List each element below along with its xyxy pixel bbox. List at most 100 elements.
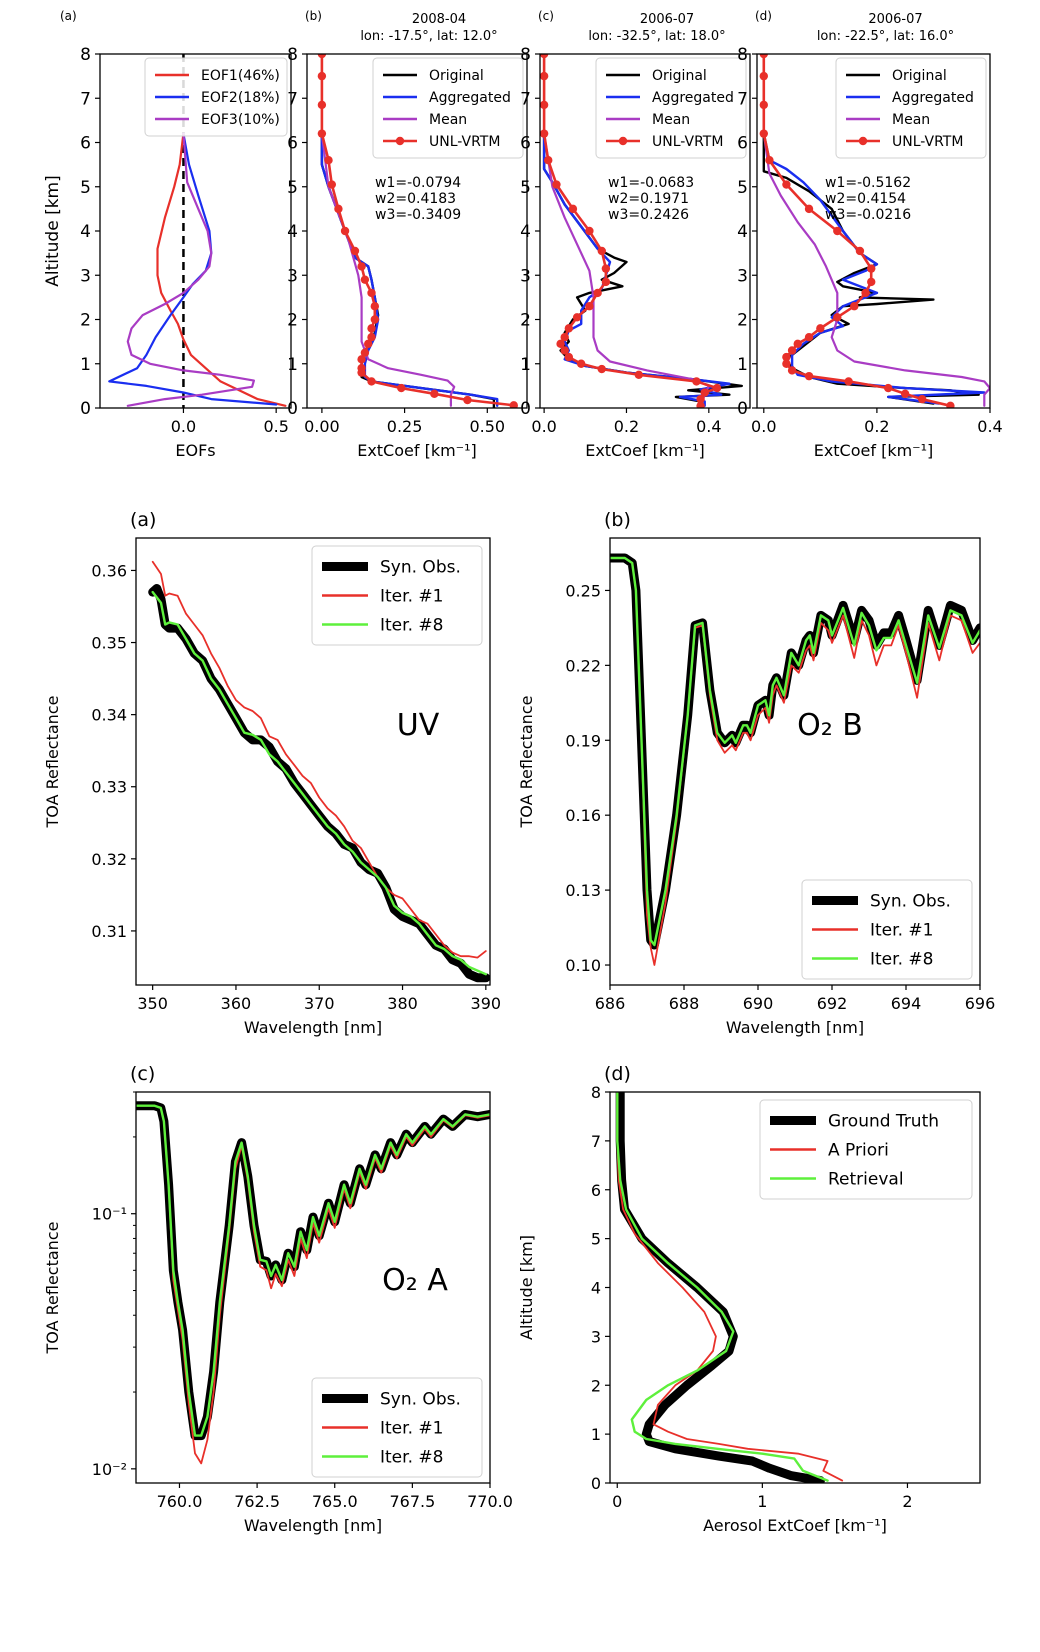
data-point-marker bbox=[364, 339, 373, 349]
chart-uv: 350 360 370 380 390 0.31 0.32 0.33 0.34 0.35 0.36 W… bbox=[43, 509, 501, 1037]
y-tick-label: 7 bbox=[591, 1132, 601, 1151]
legend-label: Syn. Obs. bbox=[380, 1390, 461, 1410]
y-tick-label: 0 bbox=[80, 399, 91, 419]
y-axis-label: TOA Reflectance bbox=[517, 696, 536, 829]
legend-item: Ground Truth bbox=[770, 1112, 939, 1132]
y-tick-label: 4 bbox=[591, 1279, 601, 1298]
panel-label: (a) bbox=[130, 509, 156, 531]
y-axis-label: Altitude [km] bbox=[43, 175, 63, 287]
data-point-marker bbox=[556, 339, 565, 349]
x-tick-label: 390 bbox=[471, 994, 502, 1013]
x-tick-label: 0.25 bbox=[387, 417, 423, 436]
data-point-marker bbox=[360, 275, 370, 284]
data-point-marker bbox=[759, 71, 768, 81]
chart-case_d: 0.0 0.2 0.4 0 1 2 3 4 5 6 7 8 ExtCoef [km⁻¹] (d) 2006-… bbox=[737, 9, 1003, 460]
legend-item: Original bbox=[606, 68, 707, 84]
data-point-marker bbox=[334, 204, 343, 214]
y-tick-label: 5 bbox=[737, 178, 748, 198]
data-point-marker bbox=[793, 339, 802, 349]
data-point-marker bbox=[917, 394, 927, 404]
x-axis-label: Wavelength [nm] bbox=[244, 1018, 382, 1037]
panel-label: (c) bbox=[130, 1063, 155, 1085]
chart-o2a: 760.0 762.5 765.0 767.5 770.0 10⁻² 10⁻¹ Wavelen… bbox=[43, 1063, 513, 1535]
data-point-marker bbox=[759, 100, 768, 110]
data-point-marker bbox=[367, 288, 376, 298]
data-point-marker bbox=[782, 352, 791, 362]
y-tick-label: 2 bbox=[591, 1376, 601, 1395]
data-point-marker bbox=[576, 359, 586, 368]
data-point-marker bbox=[867, 277, 876, 287]
data-point-marker bbox=[782, 180, 791, 189]
data-point-marker bbox=[367, 324, 376, 333]
y-tick-label: 0.33 bbox=[91, 778, 127, 797]
x-tick-label: 0.00 bbox=[304, 417, 340, 436]
x-axis-label: ExtCoef [km⁻¹] bbox=[814, 441, 934, 460]
y-tick-label: 3 bbox=[737, 266, 748, 286]
x-axis-label: Wavelength [nm] bbox=[726, 1018, 864, 1037]
chart-subtitle: lon: -17.5°, lat: 12.0° bbox=[360, 29, 497, 44]
legend-item: Original bbox=[383, 68, 484, 84]
y-tick-label: 6 bbox=[80, 134, 91, 154]
x-tick-label: 0.50 bbox=[469, 417, 505, 436]
chart-title: 2008-04 bbox=[412, 12, 466, 27]
legend-label: UNL-VRTM bbox=[429, 134, 500, 150]
data-point-marker bbox=[855, 246, 865, 256]
y-tick-label: 1 bbox=[591, 1425, 601, 1444]
y-tick-label: 0.25 bbox=[565, 581, 601, 600]
legend-label: EOF2(18%) bbox=[201, 90, 280, 106]
data-point-marker bbox=[601, 264, 611, 273]
legend-item: Mean bbox=[846, 112, 930, 128]
x-tick-label: 0.4 bbox=[977, 417, 1002, 436]
data-point-marker bbox=[844, 377, 853, 386]
data-point-marker bbox=[804, 333, 814, 342]
y-axis-label: TOA Reflectance bbox=[43, 1222, 62, 1355]
data-point-marker bbox=[816, 324, 825, 333]
y-tick-label: 6 bbox=[287, 134, 298, 154]
legend-item: Aggregated bbox=[606, 90, 734, 106]
x-tick-label: 0.5 bbox=[263, 417, 288, 436]
chart-o2b: 686 688 690 692 694 696 0.10 0.13 0.16 0.19 0.22 0.… bbox=[517, 509, 995, 1037]
data-point-marker bbox=[540, 100, 549, 110]
y-tick-label: 10⁻¹ bbox=[92, 1205, 127, 1224]
legend-label: Mean bbox=[429, 112, 467, 128]
data-point-marker bbox=[585, 302, 594, 311]
data-point-marker bbox=[564, 324, 574, 333]
series-line-retrieval bbox=[616, 1092, 829, 1482]
y-tick-label: 4 bbox=[737, 222, 748, 242]
x-tick-label: 1 bbox=[757, 1492, 767, 1511]
y-tick-label: 4 bbox=[80, 222, 91, 242]
legend-label: Iter. #8 bbox=[870, 950, 933, 970]
chart-subtitle: lon: -22.5°, lat: 16.0° bbox=[817, 29, 954, 44]
x-tick-label: 686 bbox=[595, 994, 626, 1013]
data-point-marker bbox=[597, 364, 606, 374]
x-tick-label: 0.2 bbox=[614, 417, 639, 436]
inset-label: O₂ A bbox=[382, 1263, 448, 1298]
legend-item: Iter. #1 bbox=[812, 921, 933, 941]
data-point-marker bbox=[900, 389, 910, 399]
panel-label: (d) bbox=[755, 9, 772, 23]
series-line-iter-8 bbox=[136, 1104, 490, 1437]
data-point-marker bbox=[585, 226, 594, 236]
legend-label: Original bbox=[892, 68, 947, 84]
y-tick-label: 0.10 bbox=[565, 956, 601, 975]
x-tick-label: 380 bbox=[387, 994, 418, 1013]
chart-profile: 0 1 2 0 1 2 3 4 5 6 7 8 Aerosol ExtCoef [km⁻¹] Altitu… bbox=[517, 1063, 981, 1535]
data-point-marker bbox=[759, 54, 768, 59]
series-line-mean bbox=[762, 132, 990, 407]
chart-title: 2006-07 bbox=[868, 12, 922, 27]
y-tick-label: 0.34 bbox=[91, 706, 127, 725]
legend-label: Ground Truth bbox=[828, 1112, 939, 1132]
legend: Syn. Obs. Iter. #1 Iter. #8 bbox=[801, 879, 973, 980]
data-point-marker bbox=[804, 204, 814, 214]
data-point-marker bbox=[317, 100, 327, 110]
y-tick-label: 2 bbox=[287, 311, 298, 331]
y-tick-label: 8 bbox=[520, 45, 531, 65]
y-tick-label: 3 bbox=[591, 1327, 601, 1346]
y-tick-label: 0 bbox=[520, 399, 531, 419]
legend-item: EOF1(46%) bbox=[155, 68, 280, 84]
x-tick-label: 694 bbox=[891, 994, 922, 1013]
data-point-marker bbox=[367, 333, 376, 342]
weight-annotation: w2=0.4154 bbox=[825, 191, 906, 207]
inset-label: O₂ B bbox=[797, 708, 863, 743]
legend-item: UNL-VRTM bbox=[846, 134, 963, 150]
